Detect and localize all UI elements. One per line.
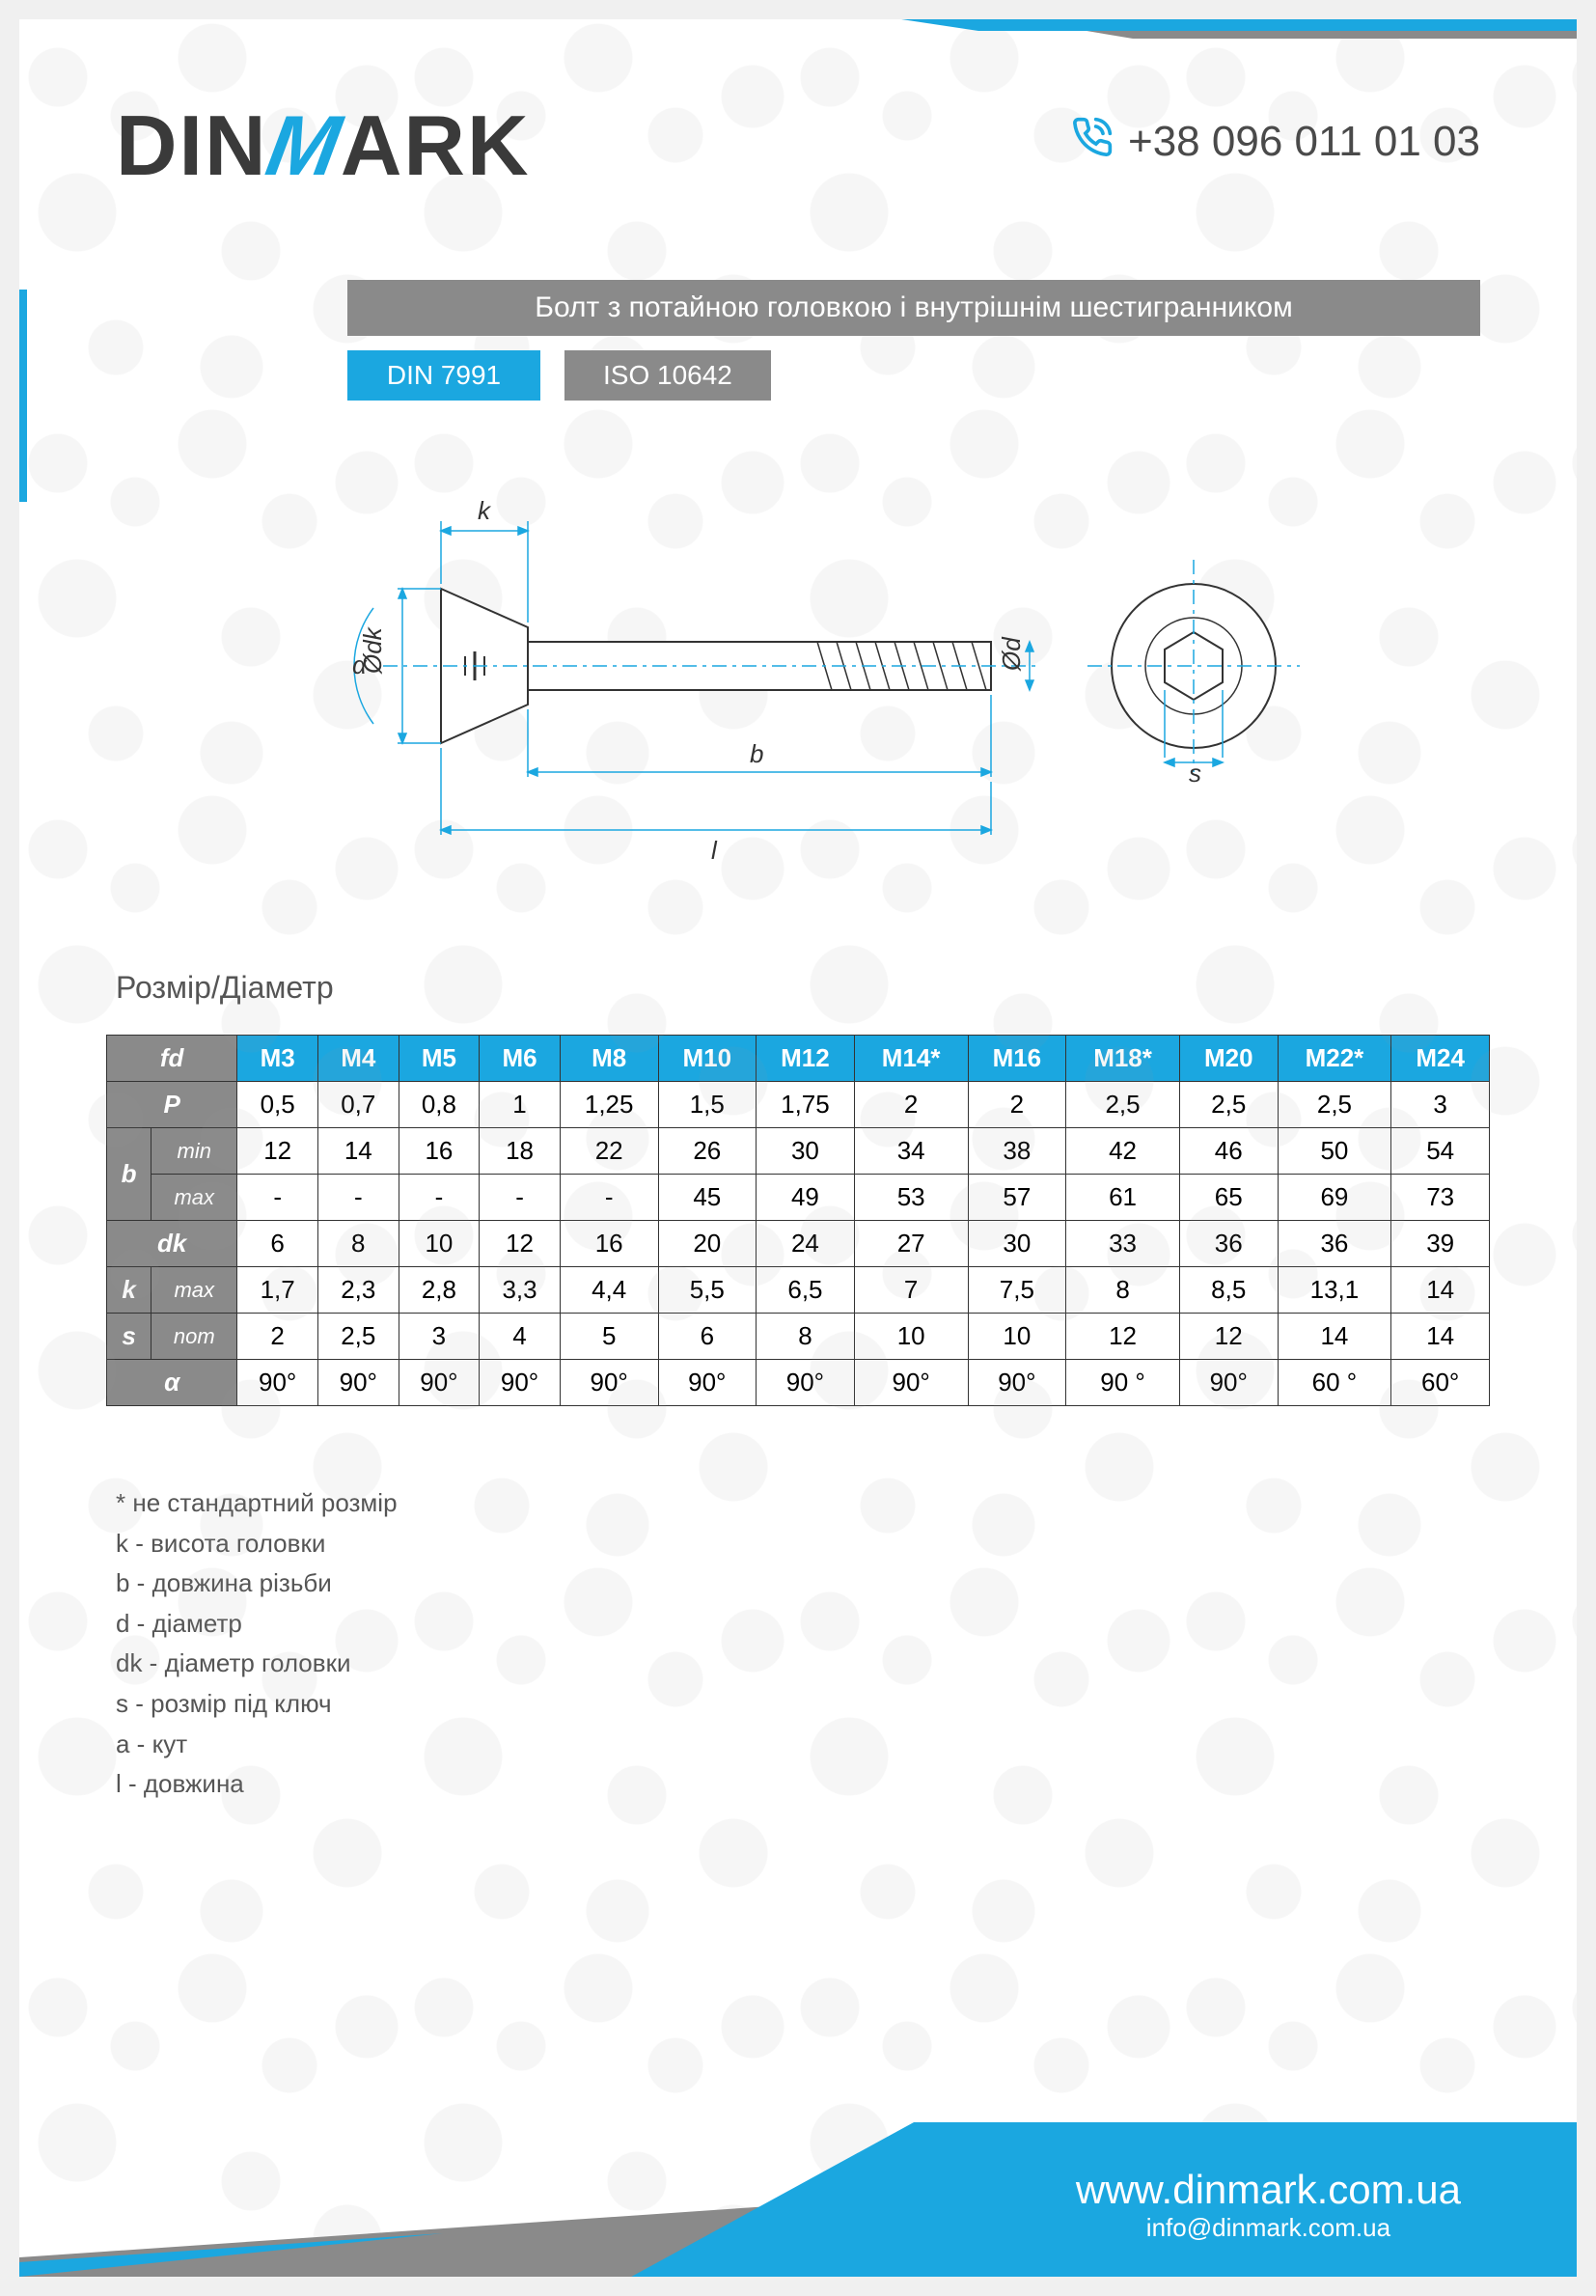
- phone-number: +38 096 011 01 03: [1128, 118, 1480, 166]
- side-accent-bar: [19, 290, 27, 502]
- dim-label-b: b: [750, 739, 763, 768]
- logo-pre: DIN: [116, 97, 268, 193]
- logo-post: ARK: [341, 97, 531, 193]
- dim-label-dk: Ødk: [358, 625, 387, 675]
- technical-diagram: k α Ødk b l Ød s: [193, 458, 1480, 893]
- footer-email: info@dinmark.com.ua: [1076, 2213, 1461, 2243]
- datasheet-page: DINMARK +38 096 011 01 03 Болт з потайно…: [19, 19, 1577, 2277]
- din-tag: DIN 7991: [347, 350, 540, 401]
- footer-url: www.dinmark.com.ua: [1076, 2167, 1461, 2213]
- dim-label-l: l: [711, 836, 718, 865]
- product-title: Болт з потайною головкою і внутрішнім ше…: [347, 280, 1480, 336]
- bolt-diagram-svg: k α Ødk b l Ød s: [306, 473, 1367, 878]
- footer: www.dinmark.com.ua info@dinmark.com.ua: [19, 2103, 1577, 2277]
- footer-text: www.dinmark.com.ua info@dinmark.com.ua: [1076, 2167, 1461, 2243]
- phone-block: +38 096 011 01 03: [1071, 116, 1480, 168]
- logo: DINMARK: [116, 97, 531, 195]
- title-section: Болт з потайною головкою і внутрішнім ше…: [347, 280, 1480, 401]
- dim-label-k: k: [478, 496, 492, 525]
- header: DINMARK +38 096 011 01 03: [19, 19, 1577, 261]
- standard-tags: DIN 7991 ISO 10642: [347, 350, 1480, 401]
- dim-label-d: Ød: [997, 636, 1026, 672]
- logo-m: M: [260, 97, 349, 195]
- phone-icon: [1071, 116, 1114, 168]
- dim-label-s: s: [1189, 759, 1201, 788]
- iso-tag: ISO 10642: [564, 350, 771, 401]
